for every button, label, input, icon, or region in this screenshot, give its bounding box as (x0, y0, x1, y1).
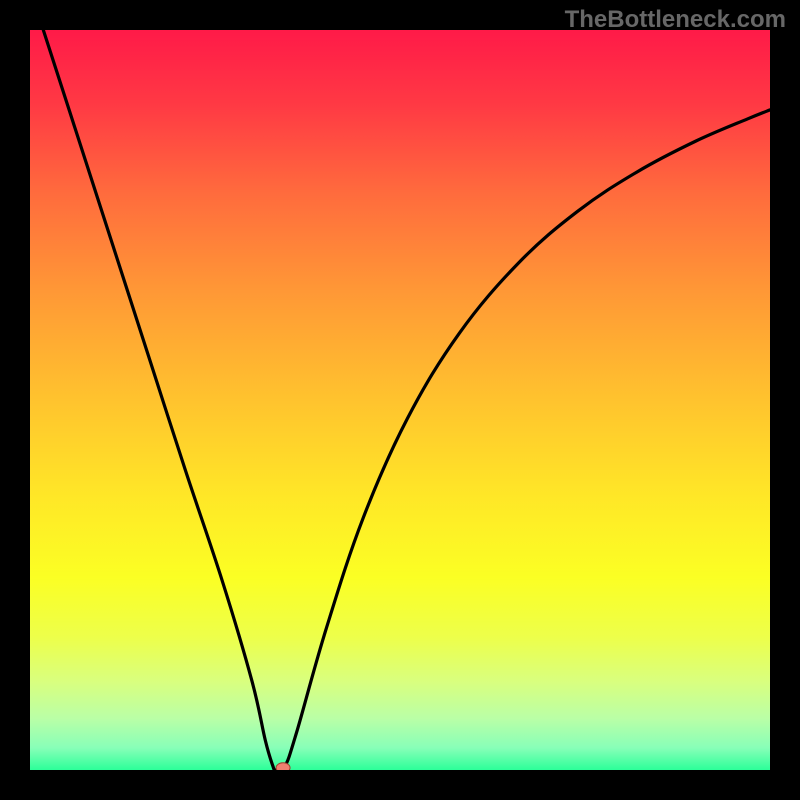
plot-area (30, 30, 770, 770)
watermark-text: TheBottleneck.com (565, 6, 786, 34)
bottleneck-curve (43, 30, 770, 770)
chart-container: TheBottleneck.com (0, 0, 800, 800)
curve-layer (30, 30, 770, 770)
bottleneck-marker (276, 763, 290, 770)
